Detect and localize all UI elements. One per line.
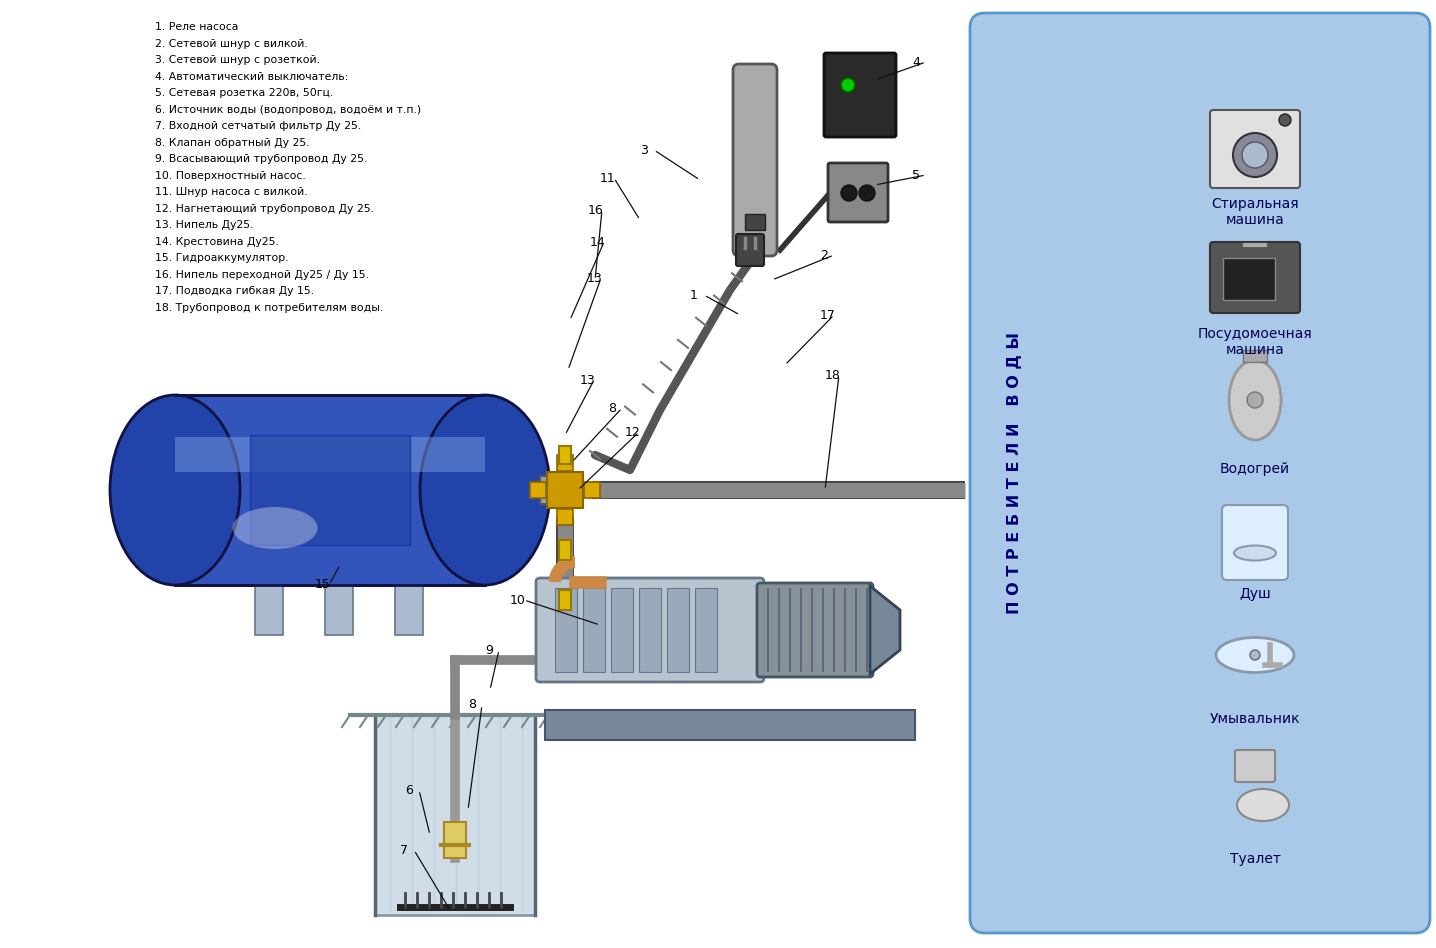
Text: 16: 16 [587, 204, 603, 216]
Text: 5. Сетевая розетка 220в, 50гц.: 5. Сетевая розетка 220в, 50гц. [155, 88, 333, 98]
Circle shape [841, 185, 857, 201]
FancyBboxPatch shape [969, 13, 1430, 933]
Text: 13: 13 [587, 271, 603, 284]
Ellipse shape [1236, 789, 1290, 821]
Bar [745, 214, 765, 230]
Circle shape [841, 78, 854, 92]
Text: 7: 7 [401, 844, 408, 856]
Bar [547, 472, 583, 508]
Bar [1244, 350, 1267, 362]
Text: 9. Всасывающий трубопровод Ду 25.: 9. Всасывающий трубопровод Ду 25. [155, 154, 368, 164]
Bar [559, 540, 572, 560]
Text: 5: 5 [912, 169, 920, 181]
Text: Водогрей: Водогрей [1221, 462, 1290, 476]
Circle shape [1279, 114, 1291, 126]
FancyBboxPatch shape [1211, 242, 1300, 313]
Text: Туалет: Туалет [1229, 852, 1281, 866]
Bar [559, 446, 572, 464]
Bar [530, 482, 546, 498]
Text: П О Т Р Е Б И Т Е Л И   В О Д Ы: П О Т Р Е Б И Т Е Л И В О Д Ы [1008, 332, 1022, 614]
Text: 4. Автоматический выключатель:: 4. Автоматический выключатель: [155, 71, 349, 82]
Text: 13. Нипель Ду25.: 13. Нипель Ду25. [155, 220, 254, 230]
Circle shape [1242, 142, 1268, 168]
Text: 3. Сетевой шнур с розеткой.: 3. Сетевой шнур с розеткой. [155, 55, 320, 65]
Bar [175, 395, 485, 585]
Ellipse shape [419, 395, 550, 585]
Bar [546, 710, 915, 740]
Text: 2: 2 [820, 248, 829, 262]
Ellipse shape [111, 395, 240, 585]
Text: 13: 13 [580, 374, 596, 387]
Ellipse shape [1216, 637, 1294, 672]
Text: 16. Нипель переходной Ду25 / Ду 15.: 16. Нипель переходной Ду25 / Ду 15. [155, 269, 369, 280]
Text: 1. Реле насоса: 1. Реле насоса [155, 22, 238, 32]
Text: 6. Источник воды (водопровод, водоём и т.п.): 6. Источник воды (водопровод, водоём и т… [155, 104, 421, 115]
Bar [554, 588, 577, 672]
Circle shape [1234, 133, 1277, 177]
Text: 7. Входной сетчатый фильтр Ду 25.: 7. Входной сетчатый фильтр Ду 25. [155, 121, 362, 131]
Text: 3: 3 [640, 143, 648, 156]
FancyBboxPatch shape [536, 578, 764, 682]
Text: 11: 11 [600, 172, 616, 185]
Text: 6: 6 [405, 783, 414, 796]
Ellipse shape [1234, 545, 1277, 560]
Bar [583, 588, 605, 672]
Text: 1: 1 [691, 288, 698, 301]
FancyBboxPatch shape [757, 583, 873, 677]
Text: 11. Шнур насоса с вилкой.: 11. Шнур насоса с вилкой. [155, 187, 307, 197]
Text: 17: 17 [820, 308, 836, 321]
Text: 15: 15 [314, 578, 330, 592]
Text: Посудомоечная
машина: Посудомоечная машина [1198, 327, 1313, 357]
Polygon shape [870, 586, 900, 674]
Text: 15. Гидроаккумулятор.: 15. Гидроаккумулятор. [155, 253, 289, 263]
Bar [256, 585, 283, 635]
Bar [610, 588, 633, 672]
Text: 17. Подводка гибкая Ду 15.: 17. Подводка гибкая Ду 15. [155, 286, 314, 296]
Bar [666, 588, 689, 672]
Bar [584, 482, 600, 498]
Bar [557, 509, 573, 525]
Text: 14. Крестовина Ду25.: 14. Крестовина Ду25. [155, 236, 279, 246]
Text: 2. Сетевой шнур с вилкой.: 2. Сетевой шнур с вилкой. [155, 39, 307, 48]
Text: 8: 8 [607, 402, 616, 414]
FancyBboxPatch shape [732, 64, 777, 256]
Text: 12: 12 [625, 426, 640, 439]
Bar [250, 435, 411, 545]
Bar [639, 588, 661, 672]
Text: 9: 9 [485, 644, 493, 657]
Ellipse shape [233, 507, 317, 549]
Bar [325, 585, 353, 635]
FancyBboxPatch shape [737, 234, 764, 266]
Bar [395, 585, 424, 635]
Bar [559, 590, 572, 610]
Text: 18. Трубопровод к потребителям воды.: 18. Трубопровод к потребителям воды. [155, 302, 383, 313]
Circle shape [1249, 650, 1259, 660]
FancyBboxPatch shape [1235, 750, 1275, 782]
Bar [175, 437, 485, 472]
Bar [444, 822, 467, 858]
Bar [557, 455, 573, 471]
Text: 10. Поверхностный насос.: 10. Поверхностный насос. [155, 171, 306, 180]
Text: 18: 18 [826, 369, 841, 381]
Text: 4: 4 [912, 56, 920, 68]
Text: Душ: Душ [1239, 587, 1271, 601]
Text: 8. Клапан обратный Ду 25.: 8. Клапан обратный Ду 25. [155, 137, 310, 148]
FancyBboxPatch shape [824, 53, 896, 137]
Circle shape [859, 185, 875, 201]
Ellipse shape [1229, 360, 1281, 440]
Bar [1223, 258, 1275, 300]
FancyBboxPatch shape [829, 163, 887, 222]
Text: 14: 14 [590, 235, 606, 248]
Bar [695, 588, 717, 672]
Bar [375, 715, 536, 915]
FancyBboxPatch shape [1222, 505, 1288, 580]
Bar [540, 476, 560, 504]
Text: 8: 8 [468, 699, 475, 712]
Text: 12. Нагнетающий трубопровод Ду 25.: 12. Нагнетающий трубопровод Ду 25. [155, 204, 373, 213]
Text: 10: 10 [510, 593, 526, 607]
Text: Стиральная
машина: Стиральная машина [1211, 197, 1298, 228]
FancyBboxPatch shape [1211, 110, 1300, 188]
Circle shape [1246, 392, 1264, 408]
Text: Умывальник: Умывальник [1209, 712, 1301, 726]
